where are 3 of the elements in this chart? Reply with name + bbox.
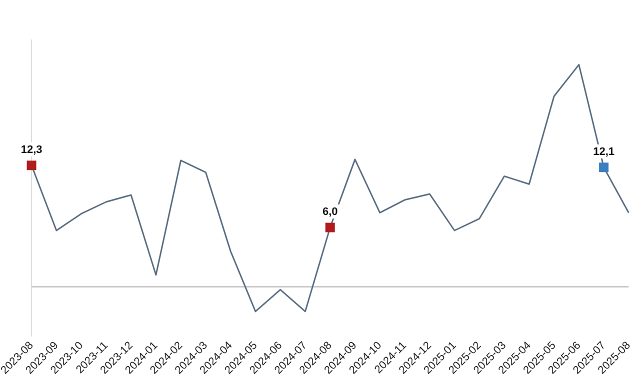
data-label: 6,0 bbox=[322, 206, 338, 218]
data-label: 12,3 bbox=[20, 144, 42, 156]
data-label: 12,1 bbox=[593, 146, 614, 158]
